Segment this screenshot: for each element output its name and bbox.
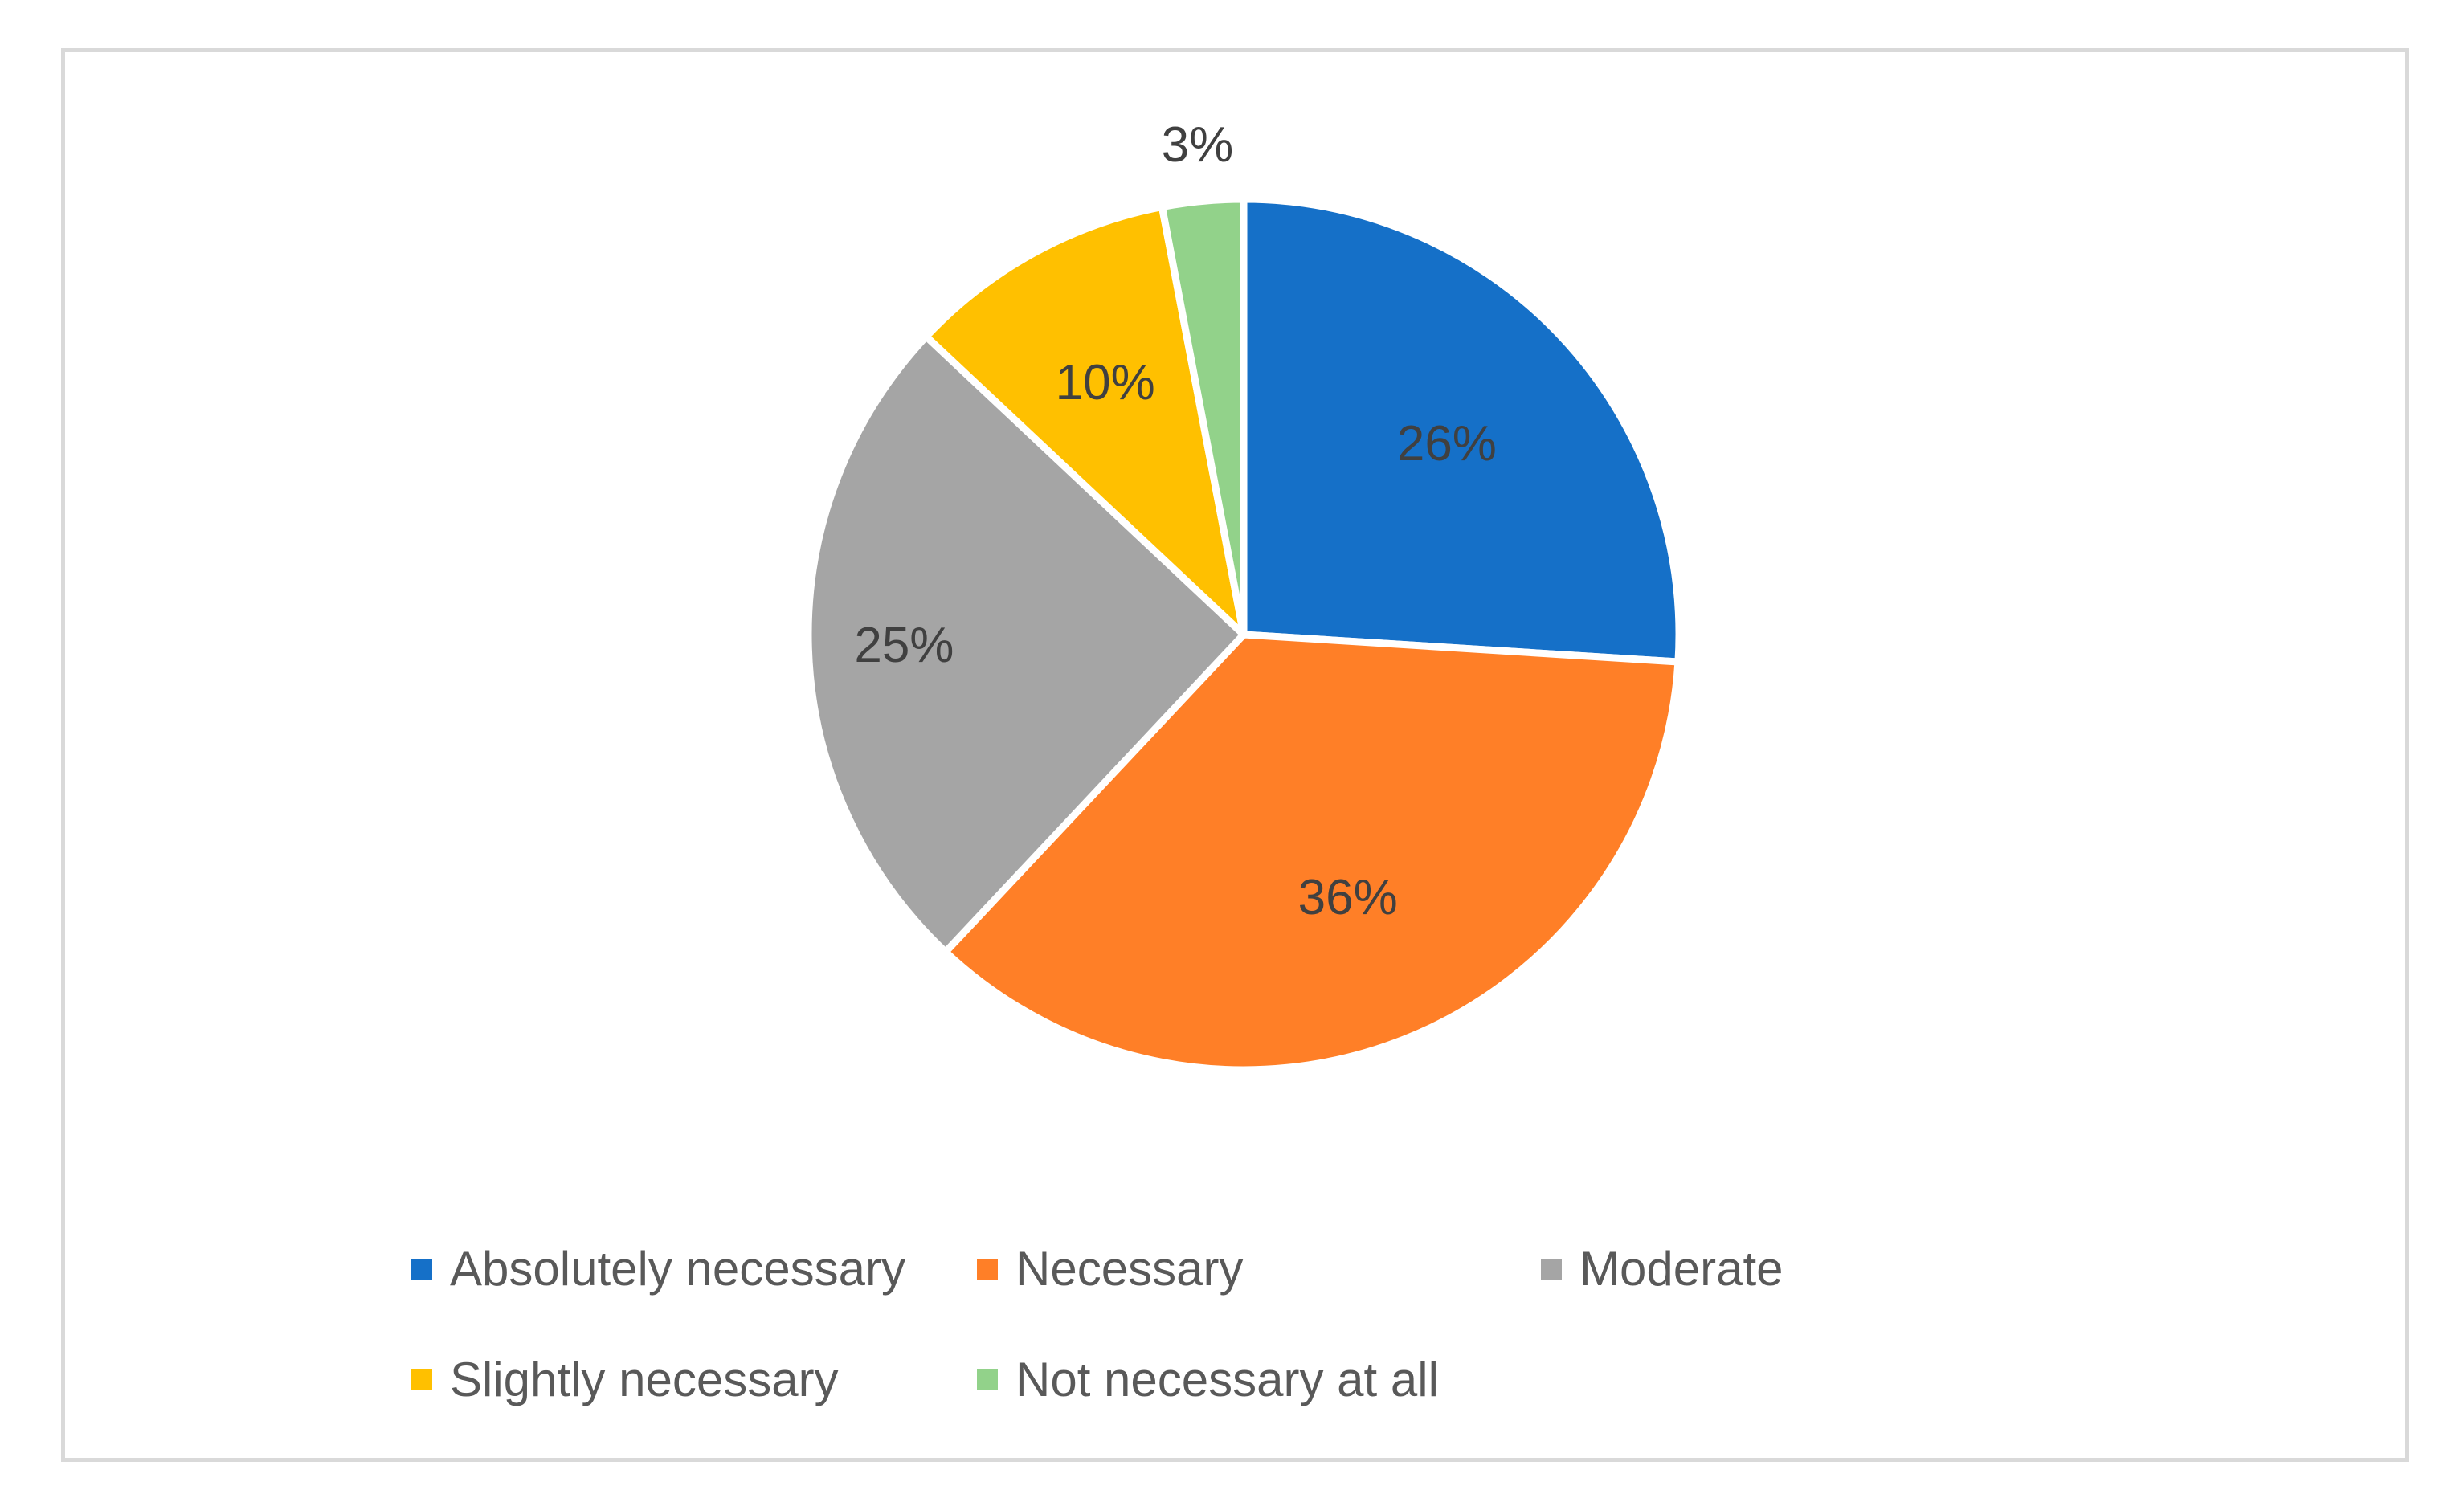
- pie-slice-slightly-necessary: [922, 203, 1248, 639]
- data-label-slightly-necessary: 10%: [1056, 355, 1155, 410]
- pie-slice-not-necessary-at-all: [1158, 195, 1248, 639]
- data-label-absolutely-necessary: 26%: [1397, 416, 1497, 471]
- pie-slice-absolutely-necessary: [1240, 195, 1683, 666]
- pie-slice-moderate: [804, 333, 1248, 956]
- data-label-necessary: 36%: [1298, 870, 1398, 925]
- data-label-not-necessary-at-all: 3%: [1162, 117, 1234, 173]
- pie-slice-necessary: [942, 631, 1682, 1074]
- data-label-moderate: 25%: [854, 618, 954, 673]
